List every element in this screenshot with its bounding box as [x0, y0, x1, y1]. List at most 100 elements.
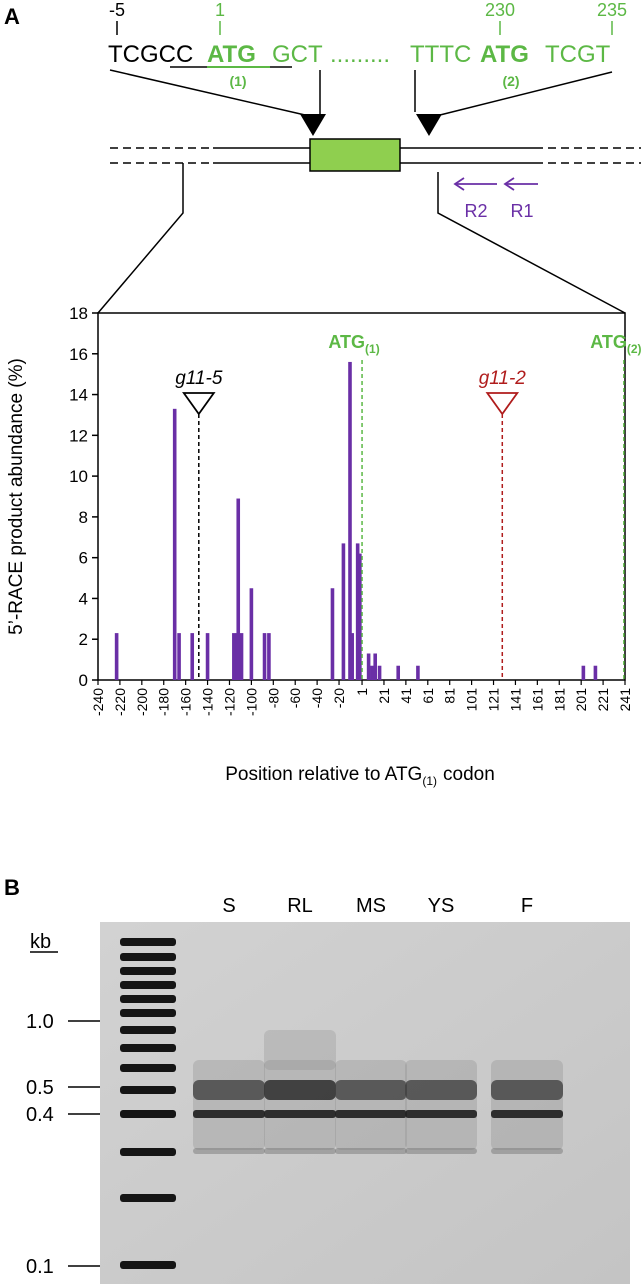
ladder-band [120, 1110, 176, 1118]
x-tick-label: 121 [486, 688, 502, 712]
bar [366, 653, 371, 680]
smear [264, 1030, 336, 1070]
x-tick-label: -200 [134, 688, 150, 716]
position-label: 235 [597, 0, 627, 20]
bar [190, 633, 195, 680]
y-axis-title: 5’-RACE product abundance (%) [6, 358, 27, 635]
bar [236, 498, 241, 680]
position-label: 230 [485, 0, 515, 20]
bar [396, 665, 401, 680]
bar [239, 633, 244, 680]
bar [377, 665, 382, 680]
ladder-band [120, 1009, 176, 1017]
y-tick-label: 2 [79, 630, 88, 649]
y-tick-label: 4 [79, 589, 88, 608]
smear [405, 1060, 477, 1150]
size-label: 0.1 [26, 1256, 54, 1278]
x-tick-label: -120 [221, 688, 237, 716]
x-axis-title: Position relative to ATG(1) codon [225, 764, 495, 788]
x-tick-label: 161 [529, 688, 545, 712]
bar [262, 633, 267, 680]
bar [350, 633, 354, 680]
sequence-codon: ATG [480, 41, 529, 68]
codon-number: (1) [229, 73, 246, 89]
bar [205, 633, 210, 680]
x-tick-label: 1 [354, 688, 370, 696]
lane-label: F [521, 895, 533, 917]
x-tick-label: 201 [573, 688, 589, 712]
y-tick-label: 18 [69, 304, 88, 323]
y-tick-label: 14 [69, 386, 88, 405]
band [193, 1080, 265, 1100]
sequence: TCGT [545, 41, 611, 68]
exon-box [309, 138, 401, 172]
bar [232, 633, 236, 680]
x-tick-label: 21 [376, 688, 392, 704]
x-tick-label: -240 [90, 688, 106, 716]
x-tick-label: -80 [265, 688, 281, 708]
size-label: 0.4 [26, 1104, 54, 1126]
gel-bands [120, 938, 563, 1269]
zoom-lines [97, 163, 626, 314]
bar [416, 665, 420, 680]
band [491, 1110, 563, 1118]
sequence: TTTC [410, 41, 471, 68]
x-tick-label: -140 [200, 688, 216, 716]
lane-label: RL [287, 895, 313, 917]
band [193, 1148, 265, 1154]
bar [341, 543, 346, 680]
ladder-band [120, 967, 176, 975]
x-tick-label: -40 [309, 688, 325, 708]
y-tick-label: 0 [79, 671, 88, 690]
panel-label: A [4, 4, 20, 29]
ladder-band [120, 938, 176, 946]
codon-label-text: ATG [590, 332, 627, 352]
lane-label: YS [428, 895, 455, 917]
primer-arrows [453, 177, 538, 191]
smear [264, 1060, 336, 1150]
band [491, 1148, 563, 1154]
primer-label: R1 [510, 201, 533, 221]
y-tick-label: 16 [69, 345, 88, 364]
bar [358, 553, 362, 680]
bar [330, 588, 335, 680]
ladder-band [120, 981, 176, 989]
band [335, 1148, 407, 1154]
codon-label: ATG(1) [328, 332, 379, 356]
size-label: 0.5 [26, 1077, 54, 1099]
x-axis-title-part: codon [443, 764, 495, 785]
ladder-band [120, 1194, 176, 1202]
x-tick-label: -180 [156, 688, 172, 716]
lane-label: S [222, 895, 235, 917]
codon-label-sub: (1) [365, 342, 380, 356]
bar [172, 408, 177, 680]
x-tick-label: -220 [112, 688, 128, 716]
bar [373, 653, 377, 680]
gel [100, 922, 630, 1284]
sequence: TCGCC [108, 41, 193, 68]
codon-label: ATG(2) [590, 332, 641, 356]
ladder-band [120, 1064, 176, 1072]
x-tick-label: -20 [331, 688, 347, 708]
smear [491, 1060, 563, 1150]
ladder-band [120, 1044, 176, 1052]
ladder-band [120, 953, 176, 961]
bar [593, 665, 598, 680]
ladder-band [120, 1148, 176, 1156]
x-axis-title-sub: (1) [422, 774, 437, 788]
x-tick-label: 141 [507, 688, 523, 712]
insertion-label: g11-2 [479, 368, 527, 389]
band [193, 1110, 265, 1118]
position-label: -5 [109, 0, 125, 20]
band [405, 1148, 477, 1154]
band [335, 1080, 407, 1100]
ladder-band [120, 1261, 176, 1269]
bar [249, 588, 254, 680]
x-axis-title-part: Position relative to ATG [225, 764, 422, 785]
ladder-band [120, 995, 176, 1003]
x-tick-label: 41 [398, 688, 414, 704]
band [335, 1110, 407, 1118]
lane-label: MS [356, 895, 386, 917]
unit-label: kb [30, 931, 51, 953]
